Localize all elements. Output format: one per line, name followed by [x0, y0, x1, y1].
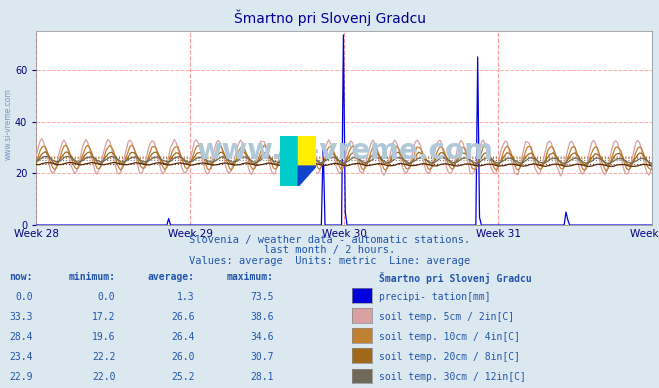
Text: 34.6: 34.6 [250, 332, 273, 342]
Text: 73.5: 73.5 [250, 292, 273, 302]
Text: soil temp. 5cm / 2in[C]: soil temp. 5cm / 2in[C] [379, 312, 514, 322]
Text: 26.4: 26.4 [171, 332, 194, 342]
Text: 1.3: 1.3 [177, 292, 194, 302]
Text: average:: average: [148, 272, 194, 282]
Text: soil temp. 30cm / 12in[C]: soil temp. 30cm / 12in[C] [379, 372, 526, 383]
Text: Values: average  Units: metric  Line: average: Values: average Units: metric Line: aver… [189, 256, 470, 266]
Text: 30.7: 30.7 [250, 352, 273, 362]
Text: www.si-vreme.com: www.si-vreme.com [196, 137, 493, 165]
Text: precipi- tation[mm]: precipi- tation[mm] [379, 292, 490, 302]
Text: 25.2: 25.2 [171, 372, 194, 383]
Text: www.si-vreme.com: www.si-vreme.com [3, 88, 13, 160]
Text: 28.1: 28.1 [250, 372, 273, 383]
Bar [298, 136, 316, 166]
Text: 28.4: 28.4 [9, 332, 33, 342]
Text: Slovenia / weather data - automatic stations.: Slovenia / weather data - automatic stat… [189, 235, 470, 245]
Bar [280, 136, 298, 186]
Text: 22.2: 22.2 [92, 352, 115, 362]
Text: 22.9: 22.9 [9, 372, 33, 383]
Text: 19.6: 19.6 [92, 332, 115, 342]
Text: 33.3: 33.3 [9, 312, 33, 322]
Text: 26.6: 26.6 [171, 312, 194, 322]
Text: minimum:: minimum: [69, 272, 115, 282]
Text: Šmartno pri Slovenj Gradcu: Šmartno pri Slovenj Gradcu [379, 272, 532, 284]
Polygon shape [298, 166, 316, 186]
Text: Šmartno pri Slovenj Gradcu: Šmartno pri Slovenj Gradcu [233, 10, 426, 26]
Text: 0.0: 0.0 [15, 292, 33, 302]
Text: 17.2: 17.2 [92, 312, 115, 322]
Text: soil temp. 10cm / 4in[C]: soil temp. 10cm / 4in[C] [379, 332, 520, 342]
Text: 38.6: 38.6 [250, 312, 273, 322]
Text: 22.0: 22.0 [92, 372, 115, 383]
Text: 23.4: 23.4 [9, 352, 33, 362]
Text: last month / 2 hours.: last month / 2 hours. [264, 245, 395, 255]
Text: maximum:: maximum: [227, 272, 273, 282]
Text: soil temp. 20cm / 8in[C]: soil temp. 20cm / 8in[C] [379, 352, 520, 362]
Text: 26.0: 26.0 [171, 352, 194, 362]
Text: 0.0: 0.0 [98, 292, 115, 302]
Text: now:: now: [9, 272, 33, 282]
